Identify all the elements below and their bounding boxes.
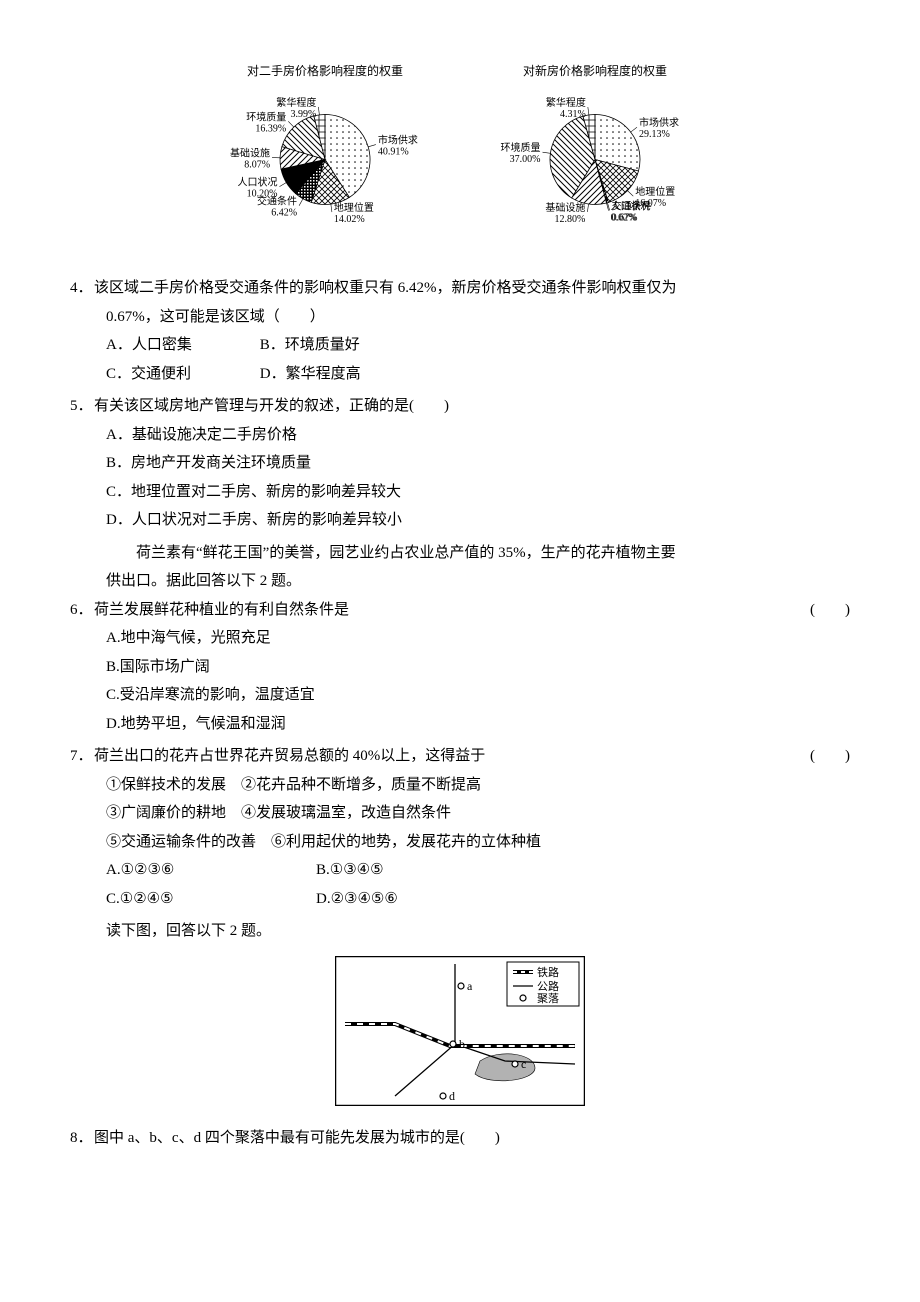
svg-text:铁路: 铁路 bbox=[537, 966, 559, 979]
q6-optD: D.地势平坦，气候温和湿润 bbox=[70, 710, 850, 739]
lead-8: 读下图，回答以下 2 题。 bbox=[70, 917, 850, 946]
pie-left-title: 对二手房价格影响程度的权重 bbox=[220, 60, 430, 83]
svg-text:37.00%: 37.00% bbox=[510, 154, 541, 165]
q5-optC: C．地理位置对二手房、新房的影响差异较大 bbox=[70, 478, 850, 507]
pie-chart-left: 对二手房价格影响程度的权重 市场供求40.91%地理位置14.02%交通条件6.… bbox=[220, 60, 430, 252]
q6-optA: A.地中海气候，光照充足 bbox=[70, 624, 850, 653]
q4-optA: A．人口密集 bbox=[106, 331, 256, 360]
svg-text:a: a bbox=[467, 979, 473, 993]
question-8: 8．图中 a、b、c、d 四个聚落中最有可能先发展为城市的是( ) bbox=[70, 1124, 850, 1153]
svg-text:繁华程度: 繁华程度 bbox=[276, 96, 316, 109]
q5-optA: A．基础设施决定二手房价格 bbox=[70, 421, 850, 450]
q4-number: 4． bbox=[70, 274, 94, 303]
q7-optB: B.①③④⑤ bbox=[316, 856, 526, 885]
svg-text:14.02%: 14.02% bbox=[334, 214, 365, 225]
svg-text:16.39%: 16.39% bbox=[255, 123, 286, 134]
svg-text:b: b bbox=[459, 1037, 465, 1051]
question-6: 6．荷兰发展鲜花种植业的有利自然条件是 ( ) A.地中海气候，光照充足 B.国… bbox=[70, 596, 850, 739]
lead-56-l2: 供出口。据此回答以下 2 题。 bbox=[70, 567, 850, 596]
q4-options-row1: A．人口密集 B．环境质量好 bbox=[70, 331, 850, 360]
svg-text:40.91%: 40.91% bbox=[378, 146, 409, 157]
q5-number: 5． bbox=[70, 392, 94, 421]
q6-optC: C.受沿岸寒流的影响，温度适宜 bbox=[70, 681, 850, 710]
svg-text:d: d bbox=[449, 1089, 455, 1103]
map-svg: a b c d 铁路公路聚落 bbox=[335, 956, 585, 1106]
q4-text-line2: 0.67%，这可能是该区域（ ） bbox=[70, 303, 850, 332]
svg-text:3.99%: 3.99% bbox=[291, 109, 317, 120]
svg-text:0.02%: 0.02% bbox=[611, 213, 637, 224]
svg-text:地理位置: 地理位置 bbox=[635, 185, 675, 198]
q7-number: 7． bbox=[70, 742, 94, 771]
svg-text:基础设施: 基础设施 bbox=[545, 201, 585, 214]
q4-line1: 4．该区域二手房价格受交通条件的影响权重只有 6.42%，新房价格受交通条件影响… bbox=[70, 274, 850, 303]
pie-chart-right: 对新房价格影响程度的权重 市场供求29.13%地理位置16.07%交通条件0.6… bbox=[490, 60, 700, 252]
q6-line: 6．荷兰发展鲜花种植业的有利自然条件是 ( ) bbox=[70, 596, 850, 625]
svg-text:聚落: 聚落 bbox=[537, 992, 559, 1005]
q8-number: 8． bbox=[70, 1124, 94, 1153]
svg-text:29.13%: 29.13% bbox=[639, 129, 670, 140]
pie-left-svg: 市场供求40.91%地理位置14.02%交通条件6.42%人口状况10.20%基… bbox=[220, 87, 430, 242]
pie-right-svg: 市场供求29.13%地理位置16.07%交通条件0.67%人口状况0.02%基础… bbox=[490, 87, 700, 242]
svg-text:人口状况: 人口状况 bbox=[237, 175, 277, 188]
svg-text:环境质量: 环境质量 bbox=[246, 110, 286, 123]
q6-optB: B.国际市场广阔 bbox=[70, 653, 850, 682]
svg-text:市场供求: 市场供求 bbox=[639, 116, 679, 129]
q4-optB: B．环境质量好 bbox=[260, 331, 410, 360]
q5-line: 5．有关该区域房地产管理与开发的叙述，正确的是( ) bbox=[70, 392, 850, 421]
question-4: 4．该区域二手房价格受交通条件的影响权重只有 6.42%，新房价格受交通条件影响… bbox=[70, 274, 850, 388]
q5-text: 有关该区域房地产管理与开发的叙述，正确的是( ) bbox=[94, 398, 449, 414]
pie-right-title: 对新房价格影响程度的权重 bbox=[490, 60, 700, 83]
question-5: 5．有关该区域房地产管理与开发的叙述，正确的是( ) A．基础设施决定二手房价格… bbox=[70, 392, 850, 535]
q7-paren: ( ) bbox=[730, 742, 850, 771]
svg-text:4.31%: 4.31% bbox=[560, 109, 586, 120]
q7-text: 荷兰出口的花卉占世界花卉贸易总额的 40%以上，这得益于 bbox=[94, 748, 485, 764]
q8-text: 图中 a、b、c、d 四个聚落中最有可能先发展为城市的是( ) bbox=[94, 1130, 500, 1146]
q7-options: A.①②③⑥ B.①③④⑤ C.①②④⑤ D.②③④⑤⑥ bbox=[70, 856, 850, 913]
svg-text:环境质量: 环境质量 bbox=[501, 141, 541, 154]
svg-text:c: c bbox=[521, 1057, 526, 1071]
q7-s2: ③广阔廉价的耕地 ④发展玻璃温室，改造自然条件 bbox=[70, 799, 850, 828]
svg-text:8.07%: 8.07% bbox=[244, 159, 270, 170]
map-figure: a b c d 铁路公路聚落 bbox=[70, 956, 850, 1106]
question-7: 7．荷兰出口的花卉占世界花卉贸易总额的 40%以上，这得益于 ( ) ①保鲜技术… bbox=[70, 742, 850, 913]
q6-paren: ( ) bbox=[775, 596, 850, 625]
svg-text:人口状况: 人口状况 bbox=[611, 200, 651, 213]
q6-number: 6． bbox=[70, 596, 94, 625]
q6-text: 荷兰发展鲜花种植业的有利自然条件是 bbox=[94, 602, 349, 618]
svg-text:市场供求: 市场供求 bbox=[378, 133, 418, 146]
q7-s1: ①保鲜技术的发展 ②花卉品种不断增多，质量不断提高 bbox=[70, 771, 850, 800]
pie-charts-row: 对二手房价格影响程度的权重 市场供求40.91%地理位置14.02%交通条件6.… bbox=[70, 60, 850, 252]
svg-text:10.20%: 10.20% bbox=[247, 188, 278, 199]
q7-optD: D.②③④⑤⑥ bbox=[316, 885, 526, 914]
q4-optC: C．交通便利 bbox=[106, 360, 256, 389]
svg-text:6.42%: 6.42% bbox=[271, 208, 297, 219]
svg-text:公路: 公路 bbox=[537, 980, 559, 993]
q4-text-line1: 该区域二手房价格受交通条件的影响权重只有 6.42%，新房价格受交通条件影响权重… bbox=[94, 280, 677, 296]
q4-optD: D．繁华程度高 bbox=[260, 360, 410, 389]
svg-text:12.80%: 12.80% bbox=[555, 214, 586, 225]
q5-optB: B．房地产开发商关注环境质量 bbox=[70, 449, 850, 478]
lead-56-l1: 荷兰素有“鲜花王国”的美誉，园艺业约占农业总产值的 35%，生产的花卉植物主要 bbox=[70, 539, 850, 568]
q4-options-row2: C．交通便利 D．繁华程度高 bbox=[70, 360, 850, 389]
svg-text:基础设施: 基础设施 bbox=[230, 146, 270, 159]
q7-line: 7．荷兰出口的花卉占世界花卉贸易总额的 40%以上，这得益于 ( ) bbox=[70, 742, 850, 771]
page: 对二手房价格影响程度的权重 市场供求40.91%地理位置14.02%交通条件6.… bbox=[0, 0, 920, 1236]
q7-optC: C.①②④⑤ bbox=[106, 885, 316, 914]
q7-s3: ⑤交通运输条件的改善 ⑥利用起伏的地势，发展花卉的立体种植 bbox=[70, 828, 850, 857]
svg-text:繁华程度: 繁华程度 bbox=[546, 96, 586, 109]
q5-optD: D．人口状况对二手房、新房的影响差异较小 bbox=[70, 506, 850, 535]
svg-text:地理位置: 地理位置 bbox=[334, 201, 374, 214]
q7-optA: A.①②③⑥ bbox=[106, 856, 316, 885]
